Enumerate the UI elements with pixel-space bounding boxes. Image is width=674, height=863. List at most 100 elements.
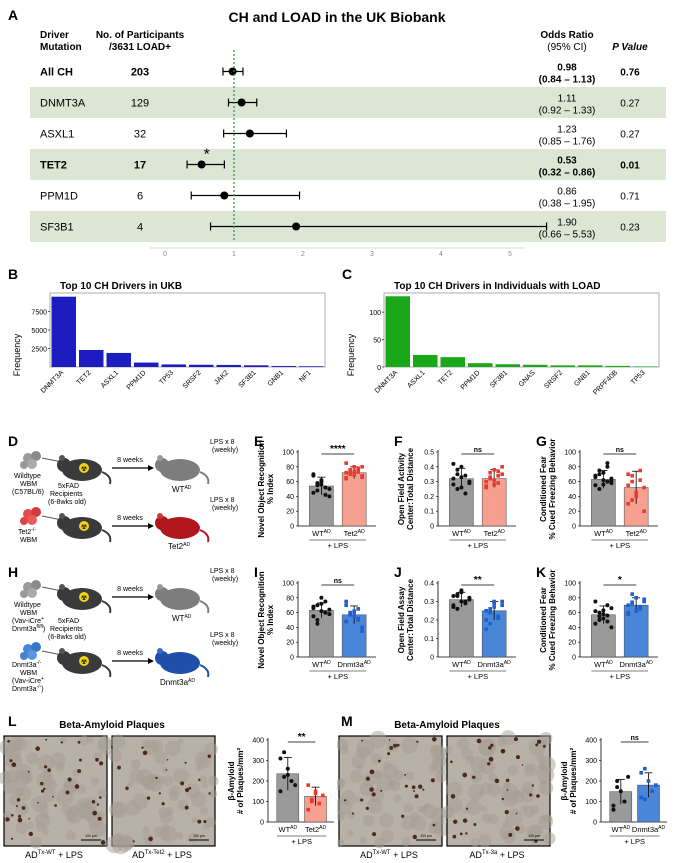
tissue-texture <box>523 762 538 777</box>
data-point <box>360 465 364 469</box>
data-point <box>609 478 614 483</box>
y-tick-label: 0 <box>377 365 381 372</box>
y-axis-label: Center:Total Distance <box>406 578 415 661</box>
h-recipients-label: 5xFAD Recipients (6-8wks old) <box>48 618 86 641</box>
data-point <box>626 483 630 488</box>
y-tick-label: 7500 <box>31 310 47 317</box>
data-point <box>605 613 610 618</box>
tissue-texture <box>434 821 450 837</box>
tissue-texture <box>465 755 475 764</box>
tissue-texture <box>507 764 519 776</box>
x-tick-label: PPM1D <box>126 369 148 391</box>
panel-d-letter: D <box>8 433 18 449</box>
x-tick-label: SF3B1 <box>489 369 509 389</box>
tissue-texture <box>536 766 555 784</box>
plaque <box>369 787 374 792</box>
x-tick-label: TP53 <box>630 369 647 386</box>
data-point <box>455 487 460 491</box>
significance-star: * <box>204 147 210 164</box>
data-point <box>597 614 602 619</box>
x-tick-label: JAK2 <box>213 369 230 386</box>
bar <box>79 349 104 367</box>
x-tick-label: PPM1D <box>460 369 482 391</box>
sig-label: ** <box>474 575 482 586</box>
recipient-mouse-2-icon: ☢ <box>57 513 112 543</box>
data-point <box>311 490 316 495</box>
plaque <box>146 796 151 800</box>
col-p: P Value <box>612 42 648 53</box>
tissue-texture <box>444 745 453 754</box>
plaque <box>411 785 416 790</box>
row-driver-name: PPM1D <box>40 191 78 203</box>
tissue-texture <box>185 783 200 799</box>
col-or-l2: (95% CI) <box>547 42 586 53</box>
tissue-texture <box>199 806 208 815</box>
y-tick-label: 100 <box>585 799 597 806</box>
micrograph-l1: 100 μm <box>0 735 115 849</box>
bar-m-marks: β-Amyloid # of Plaques/mm² 0 100 200 300 400 WT… <box>560 735 667 846</box>
x-tick-label: SF3B1 <box>238 369 258 389</box>
tissue-texture <box>168 790 180 801</box>
tissue-texture <box>108 748 122 763</box>
y-tick-label: 80 <box>286 595 294 602</box>
data-point <box>348 613 352 617</box>
data-point <box>293 783 298 788</box>
bar <box>440 357 465 367</box>
panel-j-chart: J Open Field Assay Center:Total Distance 0 0… <box>394 564 516 681</box>
tissue-texture <box>127 780 134 787</box>
row-or: 0.98 <box>557 63 577 74</box>
x-tick-label: Dnmt3aAD <box>478 660 512 669</box>
bar <box>413 354 438 367</box>
col-driver-l2: Mutation <box>40 42 82 53</box>
svg-text:☢: ☢ <box>81 466 87 473</box>
tissue-texture <box>207 775 219 787</box>
plaque <box>505 778 510 783</box>
x-tick-label: ASXL1 <box>406 369 426 389</box>
panel-b-chart: B Top 10 CH Drivers in UKB Frequency 250… <box>8 266 326 395</box>
plaque <box>378 759 381 763</box>
h-weeks-label-2: 8 weeks <box>117 650 143 657</box>
data-point <box>311 604 316 609</box>
col-participants-l1: No. of Participants <box>96 30 185 41</box>
row-p-value: 0.71 <box>620 192 640 203</box>
plaque <box>343 799 347 802</box>
tissue-texture <box>111 801 128 819</box>
data-point <box>319 609 324 614</box>
data-point <box>605 479 610 484</box>
x-tick-label: ASXL1 <box>100 369 120 389</box>
panel-b-title: Top 10 CH Drivers in UKB <box>60 281 182 292</box>
tissue-texture <box>400 815 416 831</box>
data-point <box>630 592 634 596</box>
group-label: + LPS <box>291 837 312 846</box>
tissue-texture <box>369 730 387 749</box>
data-point <box>492 599 496 604</box>
y-tick-label: 100 <box>252 799 264 806</box>
y-tick-label: 5000 <box>31 328 47 335</box>
y-axis-label: Conditioned Fear <box>539 587 548 653</box>
tissue-texture <box>467 783 485 801</box>
plaque <box>54 804 57 807</box>
y-tick-label: 20 <box>568 640 576 647</box>
data-point <box>638 468 642 473</box>
data-point <box>496 469 500 474</box>
tissue-texture <box>142 826 150 834</box>
dnmt3a-mouse-icon <box>155 648 210 678</box>
tissue-texture <box>209 789 218 798</box>
bar <box>605 365 630 367</box>
plaque <box>501 797 504 801</box>
y-axis-label: % Cued Freezing Behavior <box>548 570 557 671</box>
tissue-texture <box>505 808 524 827</box>
plaque <box>15 805 18 808</box>
y-tick-label: 100 <box>564 450 576 457</box>
data-point <box>319 479 324 484</box>
tissue-texture <box>536 753 546 763</box>
y-tick-label: 0 <box>290 655 294 662</box>
tissue-texture <box>15 821 28 834</box>
row-participants: 129 <box>131 98 149 110</box>
y-tick-label: 0.3 <box>424 479 434 486</box>
plaque <box>117 765 121 770</box>
plaque <box>506 788 509 791</box>
data-point <box>463 473 468 478</box>
tissue-texture <box>191 817 198 824</box>
